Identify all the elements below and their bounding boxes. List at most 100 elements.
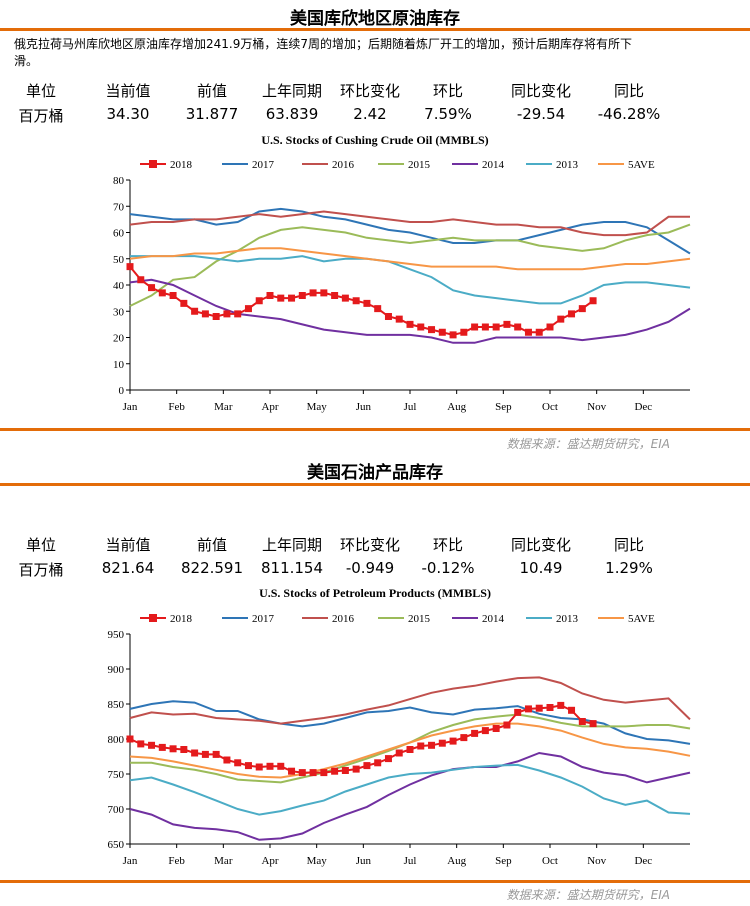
data-point-2018: [266, 762, 274, 770]
table-value-cell: -0.949: [345, 559, 395, 577]
data-point-2018: [374, 759, 382, 767]
table-header-cell: 单位: [25, 536, 56, 554]
data-point-2018: [417, 323, 425, 331]
data-point-2018: [471, 729, 479, 737]
data-point-2018: [244, 305, 252, 313]
series-line-2015: [129, 223, 691, 307]
data-point-2018: [471, 323, 479, 331]
legend-label: 2015: [408, 159, 431, 171]
y-tick-label: 850: [108, 699, 125, 711]
data-point-2018: [406, 320, 414, 328]
series-line-2017: [129, 207, 691, 255]
table-header-cell: 同比变化: [510, 536, 571, 554]
table-value-row: 百万桶 821.64 822.591 811.154 -0.949 -0.12%…: [0, 559, 750, 581]
data-point-2018: [438, 328, 446, 336]
y-tick-label: 800: [108, 734, 125, 746]
legend-label: 2016: [332, 159, 355, 171]
data-point-2018: [180, 746, 188, 753]
data-point-2018: [255, 763, 263, 771]
data-point-2018: [460, 734, 468, 742]
chart2-title: U.S. Stocks of Petroleum Products (MMBLS…: [259, 586, 491, 600]
table-value-cell: -0.12%: [421, 559, 475, 577]
series-line-2017: [129, 700, 691, 745]
data-point-2018: [234, 310, 242, 318]
data-point-2018: [212, 750, 220, 758]
table-value-cell: 63.839: [265, 105, 319, 123]
data-point-2018: [277, 762, 285, 770]
data-point-2018: [288, 767, 296, 775]
legend-label: 2017: [252, 613, 275, 625]
data-point-2018: [449, 331, 457, 339]
chart1-title: U.S. Stocks of Cushing Crude Oil (MMBLS): [261, 133, 489, 147]
section1-source: 数据来源：盛达期货研究，EIA: [506, 437, 670, 451]
series-line-5AVE: [129, 247, 691, 271]
y-tick-label: 750: [108, 769, 125, 781]
data-point-2018: [277, 294, 285, 302]
table-value-cell: 2.42: [353, 105, 387, 123]
series-line-5AVE: [129, 722, 691, 779]
data-point-2018: [578, 305, 586, 313]
table-value-cell: 10.49: [519, 559, 563, 577]
x-tick-label: Jun: [356, 401, 372, 413]
x-tick-label: Mar: [214, 855, 233, 867]
data-point-2018: [352, 297, 360, 305]
legend-item-2016: 2016: [302, 159, 355, 171]
series-line-2016: [129, 210, 690, 237]
data-point-2018: [331, 767, 339, 775]
data-point-2018: [363, 299, 371, 307]
x-tick-label: May: [307, 855, 328, 867]
data-point-2018: [158, 743, 166, 751]
table-header-cell: 当前值: [105, 536, 151, 554]
data-point-2018: [417, 742, 425, 750]
data-point-2018: [352, 765, 360, 773]
legend-item-5AVE: 5AVE: [598, 613, 655, 625]
table-value-cell: 百万桶: [18, 107, 64, 125]
data-point-2018: [309, 769, 317, 777]
legend-label: 5AVE: [628, 613, 655, 625]
y-tick-label: 900: [108, 664, 125, 676]
y-tick-label: 70: [113, 201, 125, 213]
table-value-cell: 34.30: [106, 105, 150, 123]
data-point-2018: [535, 328, 543, 336]
y-tick-label: 40: [113, 280, 125, 292]
data-point-2018: [266, 292, 274, 299]
legend-label: 2013: [556, 159, 579, 171]
x-tick-label: Apr: [261, 401, 278, 413]
table-header-cell: 环比: [432, 536, 463, 554]
data-point-2018: [514, 323, 522, 331]
y-tick-label: 950: [108, 629, 125, 641]
data-point-2018: [524, 705, 532, 713]
data-point-2018: [438, 739, 446, 747]
table-value-cell: -29.54: [516, 105, 566, 123]
table-value-cell: 31.877: [185, 105, 239, 123]
table-header-row: 单位 当前值 前值 上年同期 环比变化 环比 同比变化 同比: [0, 534, 750, 556]
legend-item-2017: 2017: [222, 613, 275, 625]
table-value-cell: 822.591: [180, 559, 244, 577]
x-tick-label: Feb: [168, 855, 185, 867]
x-tick-label: Jul: [404, 401, 417, 413]
x-tick-label: Nov: [587, 855, 606, 867]
data-point-2018: [568, 310, 576, 318]
data-point-2018: [201, 310, 209, 318]
x-tick-label: Sep: [495, 855, 512, 867]
y-tick-label: 60: [113, 228, 125, 240]
y-tick-label: 0: [119, 385, 125, 397]
table-value-cell: 821.64: [101, 559, 155, 577]
data-point-2018: [546, 323, 554, 331]
data-point-2018: [169, 745, 177, 753]
data-point-2018: [341, 294, 349, 302]
data-point-2018: [557, 315, 565, 323]
data-point-2018: [223, 756, 231, 764]
data-point-2018: [428, 741, 436, 749]
series-line-2013: [129, 763, 691, 816]
legend-item-2013: 2013: [526, 159, 579, 171]
table-header-cell: 环比变化: [339, 536, 400, 554]
x-tick-label: Aug: [447, 855, 466, 867]
data-point-2018: [148, 284, 156, 292]
y-tick-label: 10: [113, 359, 125, 371]
data-point-2018: [309, 289, 317, 297]
data-point-2018: [126, 263, 134, 271]
data-point-2018: [535, 704, 543, 712]
table-header-cell: 单位: [25, 82, 56, 100]
legend-label: 2017: [252, 159, 275, 171]
